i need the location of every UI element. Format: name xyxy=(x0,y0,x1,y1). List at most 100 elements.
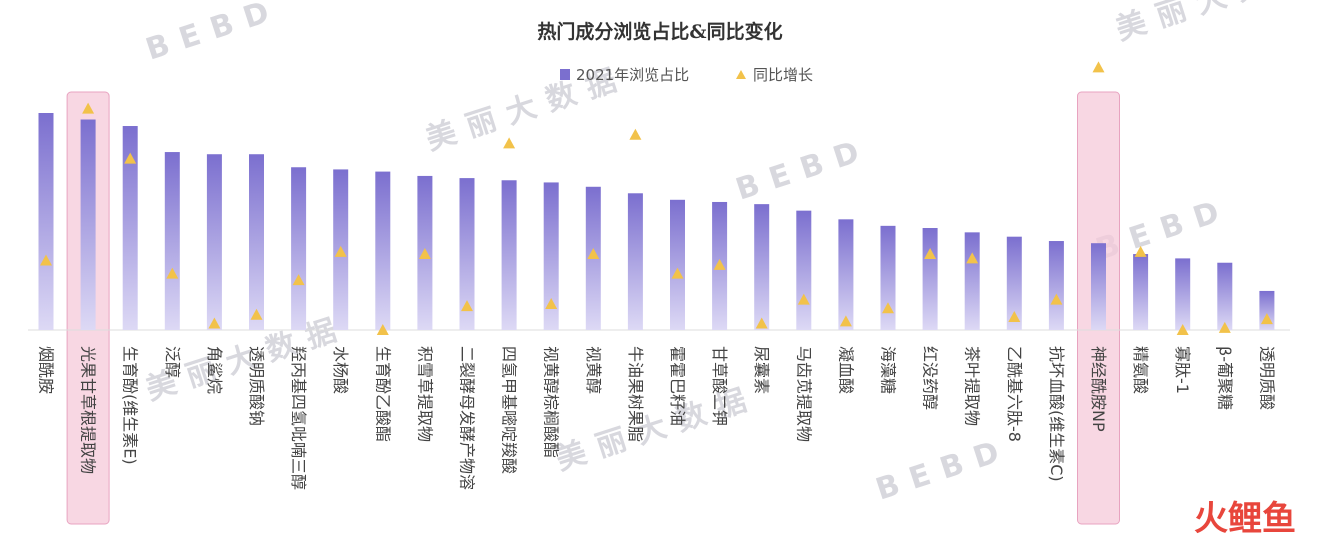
growth-marker xyxy=(82,102,95,114)
growth-marker xyxy=(882,302,894,314)
category-label: 抗坏血酸(维生素C) xyxy=(1047,346,1066,482)
bar xyxy=(122,126,138,331)
legend-bar-swatch xyxy=(560,69,570,80)
category-label: 红没药醇 xyxy=(921,346,940,410)
legend-marker-swatch xyxy=(736,70,746,79)
category-label: 积雪草提取物 xyxy=(415,346,434,442)
category-label: 透明质酸 xyxy=(1257,346,1276,410)
growth-marker xyxy=(418,248,431,260)
category-label: 凝血酸 xyxy=(836,346,855,394)
growth-marker xyxy=(376,324,389,335)
growth-marker xyxy=(713,258,726,270)
growth-marker xyxy=(1134,245,1147,257)
bar xyxy=(1006,236,1022,330)
growth-marker xyxy=(1176,324,1189,335)
chart-title: 热门成分浏览占比&同比变化 xyxy=(537,20,782,43)
growth-marker xyxy=(545,297,558,309)
bar xyxy=(670,199,685,330)
watermark-text: BEBD xyxy=(142,0,285,68)
growth-marker xyxy=(671,267,684,279)
bar xyxy=(1217,262,1233,330)
category-label: 四氢甲基嘧啶羧酸 xyxy=(500,346,519,474)
growth-marker xyxy=(1218,321,1231,333)
growth-marker xyxy=(924,248,937,260)
bar xyxy=(459,178,475,330)
growth-marker xyxy=(40,254,52,266)
growth-marker xyxy=(839,315,852,327)
category-label: 视黄醇 xyxy=(584,346,603,394)
bar xyxy=(796,210,812,330)
category-label: 神经酰胺NP xyxy=(1089,346,1108,432)
growth-marker xyxy=(797,293,810,305)
watermark-text: BEBD xyxy=(732,131,875,207)
category-label: 羟丙基四氢吡喃三醇 xyxy=(289,346,308,490)
bar xyxy=(164,152,180,330)
category-label: 生育酚(维生素E) xyxy=(121,346,140,465)
brand-logo: 火鲤鱼 xyxy=(1194,499,1296,539)
growth-marker xyxy=(334,245,347,257)
category-label: 泛醇 xyxy=(163,346,182,378)
category-label: 牛油果树果脂 xyxy=(626,346,645,442)
category-label: 角鲨烷 xyxy=(205,346,224,394)
bar xyxy=(880,225,896,330)
bar xyxy=(375,171,391,330)
bar xyxy=(1091,243,1106,330)
category-label: 精氨酸 xyxy=(1131,346,1150,394)
growth-marker xyxy=(250,308,263,320)
category-label: 透明质酸钠 xyxy=(247,346,266,426)
category-label: 乙酰基六肽-8 xyxy=(1005,346,1024,442)
category-label: β-葡聚糖 xyxy=(1215,346,1234,410)
growth-marker xyxy=(1050,293,1063,305)
growth-marker xyxy=(124,152,137,164)
category-label: 茶叶提取物 xyxy=(963,346,982,426)
bar xyxy=(543,182,559,330)
bar xyxy=(964,232,980,330)
growth-marker xyxy=(1260,313,1273,325)
growth-marker xyxy=(755,317,768,329)
category-label: 甘草酸二钾 xyxy=(710,346,729,426)
bar xyxy=(249,154,264,330)
category-label: 光果甘草根提取物 xyxy=(79,346,98,474)
legend: 2021年浏览占比 同比增长 xyxy=(560,66,813,84)
bar xyxy=(754,204,770,330)
growth-marker xyxy=(1092,61,1105,73)
bar xyxy=(838,219,854,330)
bar xyxy=(291,167,307,330)
bar xyxy=(1048,241,1064,330)
legend-bar-label: 2021年浏览占比 xyxy=(576,66,689,84)
category-label: 海藻糖 xyxy=(879,346,898,394)
category-label: 尿囊素 xyxy=(752,346,771,394)
legend-marker-label: 同比增长 xyxy=(753,66,813,84)
bar xyxy=(501,180,517,330)
watermark-text: 美丽大数据 xyxy=(552,379,763,477)
bar xyxy=(627,193,643,330)
category-label: 马齿苋提取物 xyxy=(794,346,813,442)
growth-marker xyxy=(587,248,600,260)
category-label: 生育酚乙酸酯 xyxy=(373,346,392,442)
category-label: 二裂酵母发酵产物溶 xyxy=(458,346,477,490)
category-label: 烟酰胺 xyxy=(37,346,56,394)
growth-marker xyxy=(966,252,979,264)
category-label: 视黄醇棕榈酸酯 xyxy=(542,346,561,458)
category-label: 寡肽-1 xyxy=(1173,346,1192,394)
bar xyxy=(38,113,54,330)
growth-marker xyxy=(629,128,642,140)
bars-layer xyxy=(38,113,1275,331)
bar xyxy=(1133,254,1149,330)
bar xyxy=(80,119,96,330)
category-label: 霍霍巴籽油 xyxy=(668,346,687,426)
watermark-text: 美丽大数据 xyxy=(1112,0,1320,48)
growth-marker xyxy=(208,317,221,329)
growth-marker xyxy=(461,300,473,312)
category-label: 水杨酸 xyxy=(331,346,350,394)
growth-marker xyxy=(503,137,516,149)
watermark-text: BEBD xyxy=(872,431,1015,507)
bar xyxy=(1175,258,1191,330)
markers-layer xyxy=(40,61,1273,335)
bar xyxy=(206,154,222,330)
category-labels-layer: 烟酰胺 光果甘草根提取物 生育酚(维生素E) 泛醇 角鲨烷 透明质酸钠 羟丙基四氢吡喃三醇 水… xyxy=(37,346,1277,490)
growth-marker xyxy=(292,274,305,286)
bar xyxy=(922,228,938,330)
growth-marker xyxy=(166,267,179,279)
